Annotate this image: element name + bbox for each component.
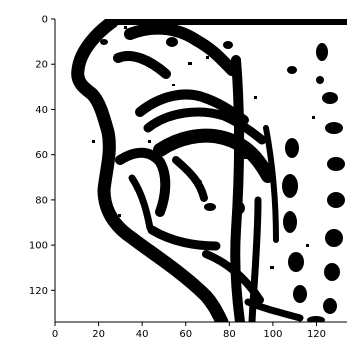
x-axis-ticks: 0 20 40 60 80 100 120 — [52, 322, 326, 340]
x-tick-label: 0 — [52, 329, 58, 340]
y-tick-label: 40 — [35, 105, 48, 116]
binary-image — [71, 19, 347, 322]
x-tick-label: 20 — [92, 329, 105, 340]
y-tick-label: 0 — [42, 15, 48, 26]
x-tick-label: 80 — [223, 329, 236, 340]
y-tick-label: 60 — [35, 150, 48, 161]
x-tick-label: 120 — [307, 329, 326, 340]
y-axis-ticks: 0 20 40 60 80 100 120 — [29, 15, 55, 297]
y-tick-label: 120 — [29, 286, 48, 297]
y-tick-label: 20 — [35, 60, 48, 71]
x-tick-label: 100 — [263, 329, 282, 340]
y-tick-label: 100 — [29, 241, 48, 252]
y-tick-label: 80 — [35, 195, 48, 206]
x-tick-label: 60 — [179, 329, 192, 340]
x-tick-label: 40 — [136, 329, 149, 340]
image-background — [55, 19, 347, 322]
